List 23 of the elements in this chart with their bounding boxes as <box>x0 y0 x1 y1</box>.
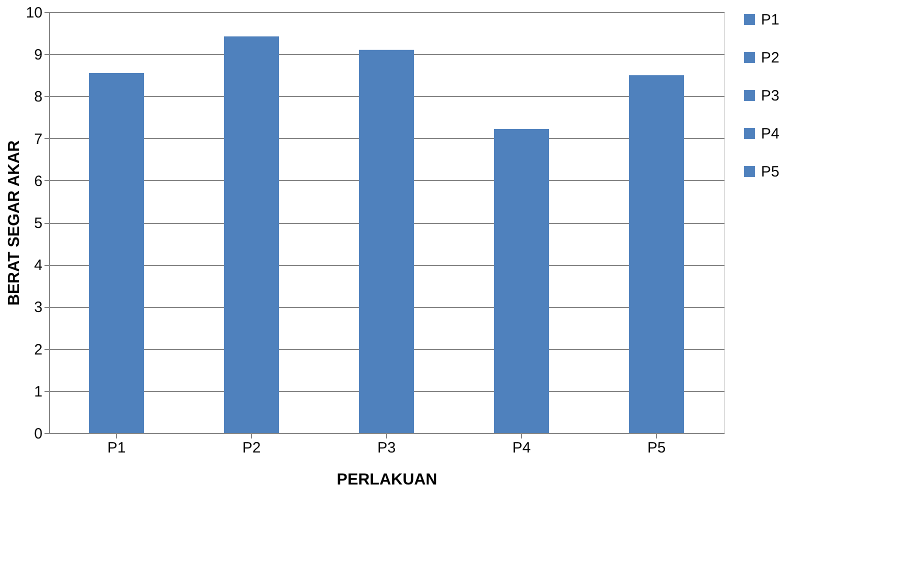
x-tick-label: P5 <box>647 440 666 456</box>
x-tick-label: P4 <box>512 440 531 456</box>
y-tick-label: 1 <box>34 383 42 400</box>
x-axis-title: PERLAKUAN <box>336 472 438 488</box>
legend-label: P1 <box>761 12 780 28</box>
y-tick-label: 8 <box>34 88 42 106</box>
x-tick-label: P2 <box>242 440 261 456</box>
legend-label: P3 <box>761 88 780 104</box>
y-axis-title: BERAT SEGAR AKAR <box>6 140 23 306</box>
y-tick-label: 3 <box>34 299 42 316</box>
y-tick-label: 2 <box>34 341 42 358</box>
y-tick-label: 7 <box>34 130 42 148</box>
y-tick-label: 9 <box>34 46 42 64</box>
legend-label: P2 <box>761 50 780 66</box>
y-tick-label: 5 <box>34 215 42 232</box>
y-tick-label: 10 <box>26 4 42 22</box>
y-tick-label: 6 <box>34 172 42 190</box>
y-tick-label: 0 <box>34 426 42 442</box>
x-tick-label: P1 <box>107 440 126 456</box>
y-tick-label: 4 <box>34 257 42 274</box>
legend-label: P5 <box>761 164 780 180</box>
x-tick-label: P3 <box>377 440 396 456</box>
legend-label: P4 <box>761 126 780 142</box>
